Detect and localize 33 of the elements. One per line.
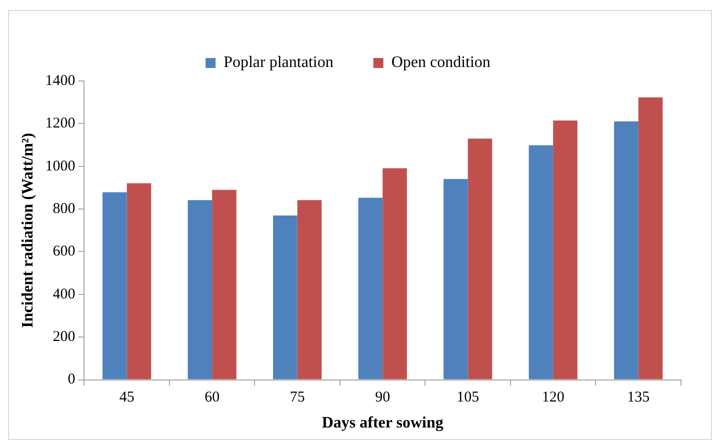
y-tick-label: 1200 <box>45 116 76 132</box>
y-tick-label: 1400 <box>45 72 76 89</box>
y-tick-label: 0 <box>68 372 76 388</box>
bar <box>212 190 236 380</box>
bar <box>468 138 492 380</box>
x-tick-label: 90 <box>375 390 390 406</box>
legend-label: Open condition <box>391 54 490 72</box>
bar <box>358 198 383 380</box>
bar <box>273 215 298 380</box>
bar <box>638 97 663 380</box>
x-tick-label: 105 <box>456 390 480 406</box>
bar <box>614 121 638 380</box>
bar <box>126 183 152 380</box>
y-tick-label: 200 <box>52 329 76 346</box>
bar <box>553 120 578 380</box>
x-axis-title: Days after sowing <box>322 414 444 432</box>
bar <box>188 200 212 380</box>
x-tick-label: 135 <box>627 390 650 406</box>
bar <box>528 145 554 380</box>
y-tick-label: 400 <box>52 286 76 302</box>
y-axis-title: Incident radiation (Watt/m²) <box>20 132 37 328</box>
x-tick-label: 60 <box>204 390 220 406</box>
x-tick-label: 75 <box>290 390 305 406</box>
bar <box>102 192 127 380</box>
bar <box>297 200 322 380</box>
y-tick-label: 600 <box>52 244 76 260</box>
legend-label: Poplar plantation <box>224 54 334 72</box>
x-tick-label: 45 <box>119 390 134 406</box>
bar <box>444 178 468 380</box>
y-tick-label: 1000 <box>45 158 76 174</box>
y-tick-label: 800 <box>52 200 76 217</box>
bar <box>382 168 407 380</box>
x-tick-label: 120 <box>542 390 564 406</box>
